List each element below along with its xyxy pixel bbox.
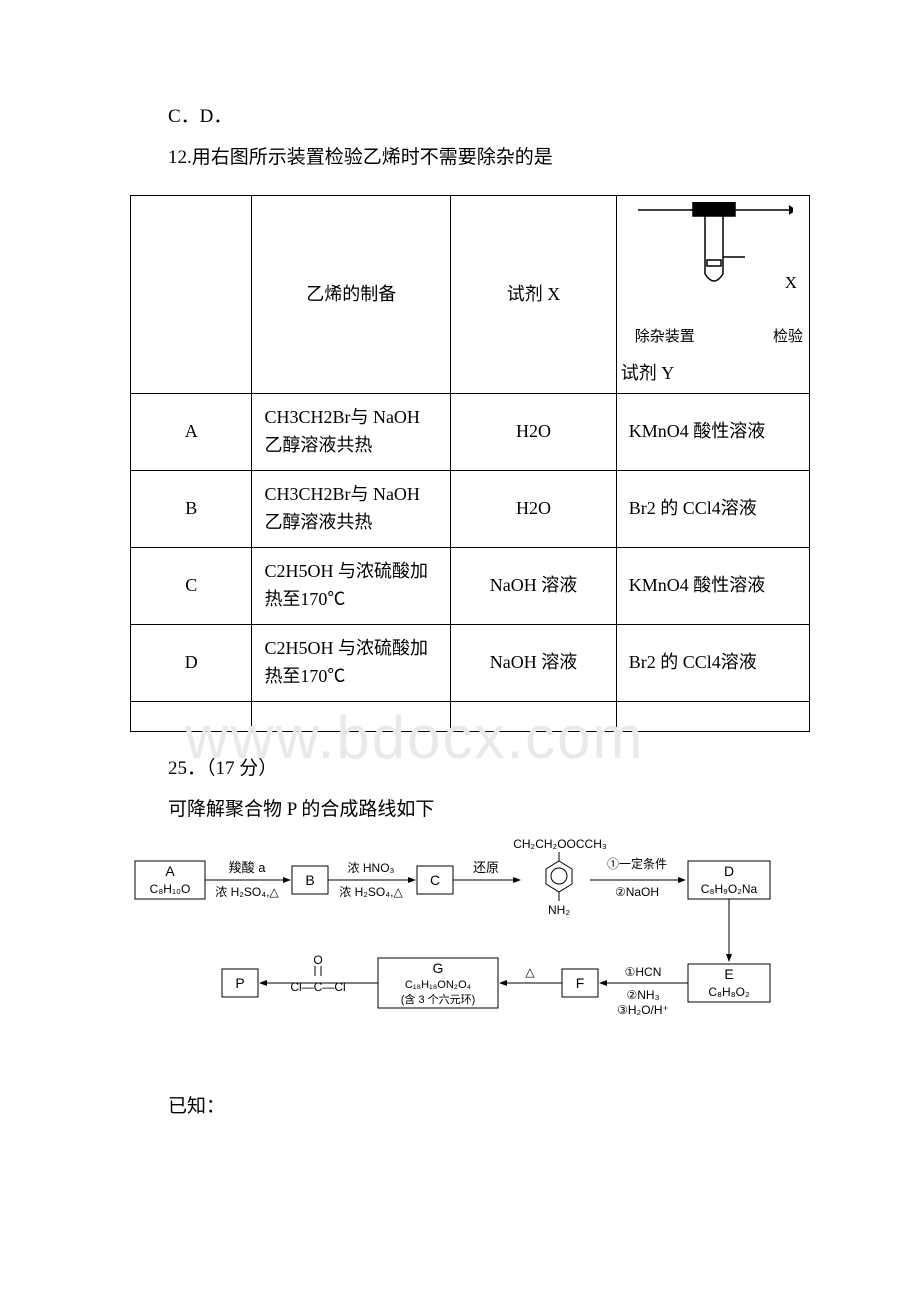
table-row: C C2H5OH 与浓硫酸加热至170℃ NaOH 溶液 KMnO4 酸性溶液 [131,547,810,624]
table-wrap: 乙烯的制备 试剂 X [130,195,810,732]
svg-text:C₈H₈O₂: C₈H₈O₂ [708,985,750,999]
svg-text:②NaOH: ②NaOH [615,885,659,899]
cell-key: D [131,624,252,701]
svg-text:NH₂: NH₂ [548,903,570,917]
table-row: A CH3CH2Br与 NaOH 乙醇溶液共热 H2O KMnO4 酸性溶液 [131,394,810,471]
svg-text:(含 3 个六元环): (含 3 个六元环) [401,992,476,1006]
svg-text:浓 H₂SO₄,△: 浓 H₂SO₄,△ [339,885,403,899]
svg-text:P: P [235,975,244,991]
options-table: 乙烯的制备 试剂 X [130,195,810,732]
cell-y: KMnO4 酸性溶液 [616,394,809,471]
hdr-x: 试剂 X [451,195,617,394]
hdr-apparatus: X 除杂装置 检验 试剂 Y [616,195,809,394]
svg-text:△: △ [525,965,535,979]
svg-text:还原: 还原 [473,860,499,875]
svg-text:①HCN: ①HCN [625,965,662,979]
svg-text:③H₂O/H⁺: ③H₂O/H⁺ [617,1003,669,1017]
cell-empty [451,701,617,731]
synthesis-diagram: A C₈H₁₀O 羧酸 a 浓 H₂SO₄,△ B 浓 HNO₃ 浓 H₂SO₄… [130,836,810,1066]
cell-x: H2O [451,394,617,471]
hdr-blank [131,195,252,394]
svg-text:F: F [576,975,585,991]
table-row: B CH3CH2Br与 NaOH 乙醇溶液共热 H2O Br2 的 CCl4溶液 [131,471,810,548]
cell-key: C [131,547,252,624]
known-label: 已知： [130,1090,810,1123]
hdr-prep: 乙烯的制备 [252,195,451,394]
svg-text:②NH₃: ②NH₃ [627,988,660,1002]
question-25-sub: 可降解聚合物 P 的合成路线如下 [130,793,810,826]
svg-text:羧酸 a: 羧酸 a [229,860,267,875]
table-row-empty [131,701,810,731]
synthesis-svg: A C₈H₁₀O 羧酸 a 浓 H₂SO₄,△ B 浓 HNO₃ 浓 H₂SO₄… [130,836,810,1066]
apparatus-diagram: X 除杂装置 检验 [621,202,805,352]
question-12: 12.用右图所示装置检验乙烯时不需要除杂的是 [130,141,810,174]
svg-text:C: C [430,872,440,888]
cell-empty [616,701,809,731]
svg-text:A: A [165,863,175,879]
cell-key: A [131,394,252,471]
table-row: D C2H5OH 与浓硫酸加热至170℃ NaOH 溶液 Br2 的 CCl4溶… [131,624,810,701]
cell-prep: C2H5OH 与浓硫酸加热至170℃ [252,547,451,624]
cell-y: Br2 的 CCl4溶液 [616,471,809,548]
svg-text:浓 HNO₃: 浓 HNO₃ [348,861,395,875]
cell-x: NaOH 溶液 [451,547,617,624]
svg-text:Cl—C—Cl: Cl—C—Cl [290,980,345,994]
cell-prep: CH3CH2Br与 NaOH 乙醇溶液共热 [252,471,451,548]
cell-x: H2O [451,471,617,548]
question-25: 25．（17 分） [130,752,810,785]
cell-key: B [131,471,252,548]
svg-text:C₁₈H₁₈ON₂O₄: C₁₈H₁₈ON₂O₄ [405,979,472,991]
svg-text:C₈H₉O₂Na: C₈H₉O₂Na [701,882,758,896]
apparatus-cu-label: 除杂装置 [635,326,695,349]
cell-y: KMnO4 酸性溶液 [616,547,809,624]
cell-prep: CH3CH2Br与 NaOH 乙醇溶液共热 [252,394,451,471]
svg-text:CH₂CH₂OOCCH₃: CH₂CH₂OOCCH₃ [513,837,607,851]
svg-text:B: B [305,872,314,888]
cell-x: NaOH 溶液 [451,624,617,701]
svg-text:O: O [313,953,322,967]
reagent-y-label: 试剂 Y [621,360,805,388]
svg-text:C₈H₁₀O: C₈H₁₀O [150,882,191,896]
table-header-row: 乙烯的制备 试剂 X [131,195,810,394]
apparatus-x-label: X [785,270,797,296]
svg-text:浓 H₂SO₄,△: 浓 H₂SO₄,△ [215,885,279,899]
apparatus-svg [633,202,793,312]
cell-prep: C2H5OH 与浓硫酸加热至170℃ [252,624,451,701]
svg-text:G: G [433,960,444,976]
cell-y: Br2 的 CCl4溶液 [616,624,809,701]
cell-empty [252,701,451,731]
cell-empty [131,701,252,731]
svg-text:D: D [724,863,734,879]
svg-text:E: E [724,966,733,982]
svg-text:①一定条件: ①一定条件 [607,856,667,871]
apparatus-jy-label: 检验 [773,326,803,349]
line-cd: C．D． [130,100,810,133]
